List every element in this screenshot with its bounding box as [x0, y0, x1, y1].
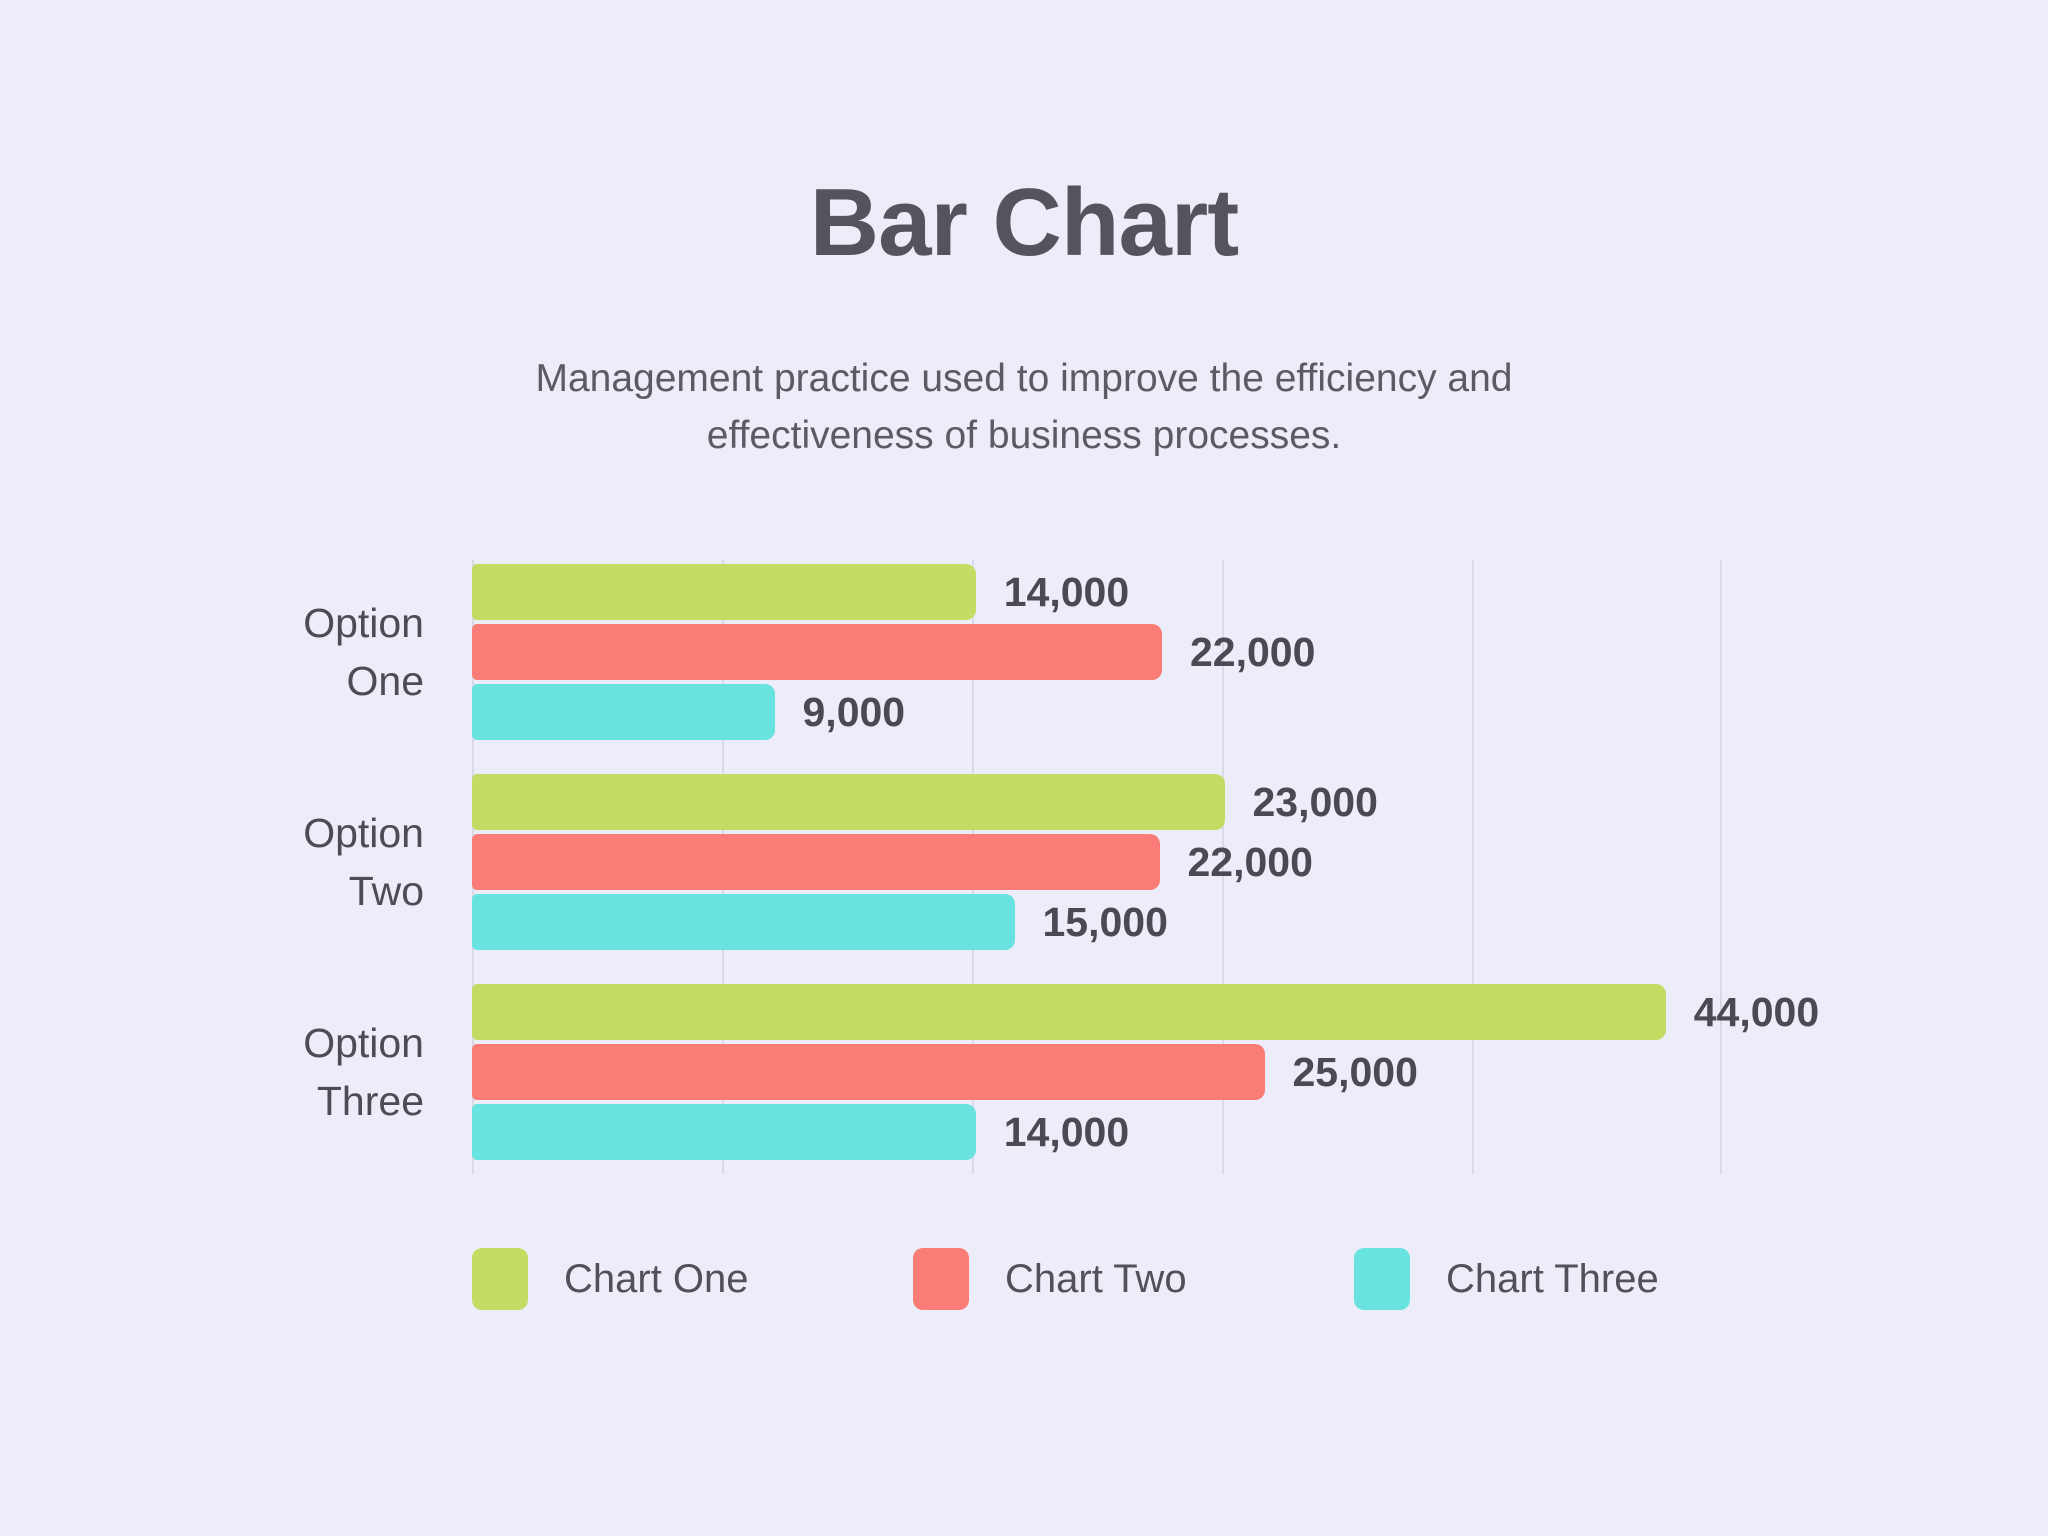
category-label-line: Option: [303, 600, 424, 646]
bar-row-option-two-chart-three: 15,000: [472, 894, 1722, 950]
value-label-chart-one-option-two: 23,000: [1252, 778, 1378, 825]
bar-chart-two-option-two: [472, 834, 1160, 890]
legend-label-chart-one: Chart One: [564, 1256, 749, 1301]
chart-legend: Chart One Chart Two Chart Three: [472, 1248, 1752, 1312]
page-title: Bar Chart: [809, 169, 1239, 276]
legend-label-chart-two: Chart Two: [1005, 1256, 1187, 1301]
bar-group-option-one: Option One 14,000 22,000 9,000: [303, 564, 1722, 740]
page-subtitle: Management practice used to improve the …: [0, 350, 2048, 464]
bar-row-option-one-chart-two: 22,000: [472, 624, 1722, 680]
gridline-5: [1720, 560, 1722, 1174]
bar-chart-two-option-one: [472, 624, 1162, 680]
legend-item-chart-one: Chart One: [472, 1248, 749, 1310]
bar-chart-two-option-three: [472, 1044, 1265, 1100]
category-label-line: Option: [303, 810, 424, 856]
value-label-chart-three-option-two: 15,000: [1042, 898, 1168, 945]
bar-chart-plot-area: Option One 14,000 22,000 9,000 Option Two 23,00…: [303, 560, 1819, 1174]
legend-swatch-chart-two: [913, 1248, 969, 1310]
bar-chart-one-option-two: [472, 774, 1225, 830]
value-label-chart-two-option-one: 22,000: [1190, 628, 1316, 675]
category-label-option-three: Option Three: [124, 1014, 424, 1130]
category-label-line: Three: [316, 1078, 424, 1124]
value-label-chart-one-option-three: 44,000: [1693, 988, 1820, 1035]
bar-chart-three-option-three: [472, 1104, 976, 1160]
category-label-line: Two: [348, 868, 424, 914]
legend-swatch-chart-one: [472, 1248, 528, 1310]
bar-group-option-three: Option Three 44,000 25,000 14,000: [303, 984, 1819, 1160]
gridline-3: [1222, 560, 1224, 1174]
bar-row-option-three-chart-one: 44,000: [472, 984, 1819, 1040]
bar-row-option-two-chart-one: 23,000: [472, 774, 1722, 830]
bar-row-option-one-chart-one: 14,000: [472, 564, 1722, 620]
bar-row-option-three-chart-three: 14,000: [472, 1104, 1722, 1160]
page-subtitle-line-1: Management practice used to improve the …: [535, 357, 1513, 400]
bar-row-option-one-chart-three: 9,000: [472, 684, 1722, 740]
value-label-chart-one-option-one: 14,000: [1003, 568, 1130, 615]
value-label-chart-three-option-three: 14,000: [1003, 1108, 1130, 1155]
legend-swatch-chart-three: [1354, 1248, 1410, 1310]
value-label-chart-two-option-two: 22,000: [1187, 838, 1313, 885]
legend-item-chart-two: Chart Two: [913, 1248, 1187, 1310]
page-subtitle-line-2: effectiveness of business processes.: [706, 414, 1342, 457]
value-label-chart-three-option-one: 9,000: [802, 688, 906, 735]
gridline-4: [1472, 560, 1474, 1174]
bar-chart-one-option-three: [472, 984, 1666, 1040]
value-label-chart-two-option-three: 25,000: [1292, 1048, 1418, 1095]
bar-chart-three-option-two: [472, 894, 1015, 950]
legend-label-chart-three: Chart Three: [1446, 1256, 1659, 1301]
category-label-line: One: [346, 658, 425, 704]
bar-row-option-two-chart-two: 22,000: [472, 834, 1722, 890]
category-label-option-two: Option Two: [124, 804, 424, 920]
category-label-line: Option: [303, 1020, 424, 1066]
bar-groups: Option One 14,000 22,000 9,000 Option Two 23,00…: [303, 564, 1819, 1160]
bar-chart-three-option-one: [472, 684, 775, 740]
bar-group-option-two: Option Two 23,000 22,000 15,000: [303, 774, 1722, 950]
legend-item-chart-three: Chart Three: [1354, 1248, 1659, 1310]
category-label-option-one: Option One: [124, 594, 424, 710]
bar-chart-one-option-one: [472, 564, 976, 620]
bar-row-option-three-chart-two: 25,000: [472, 1044, 1722, 1100]
